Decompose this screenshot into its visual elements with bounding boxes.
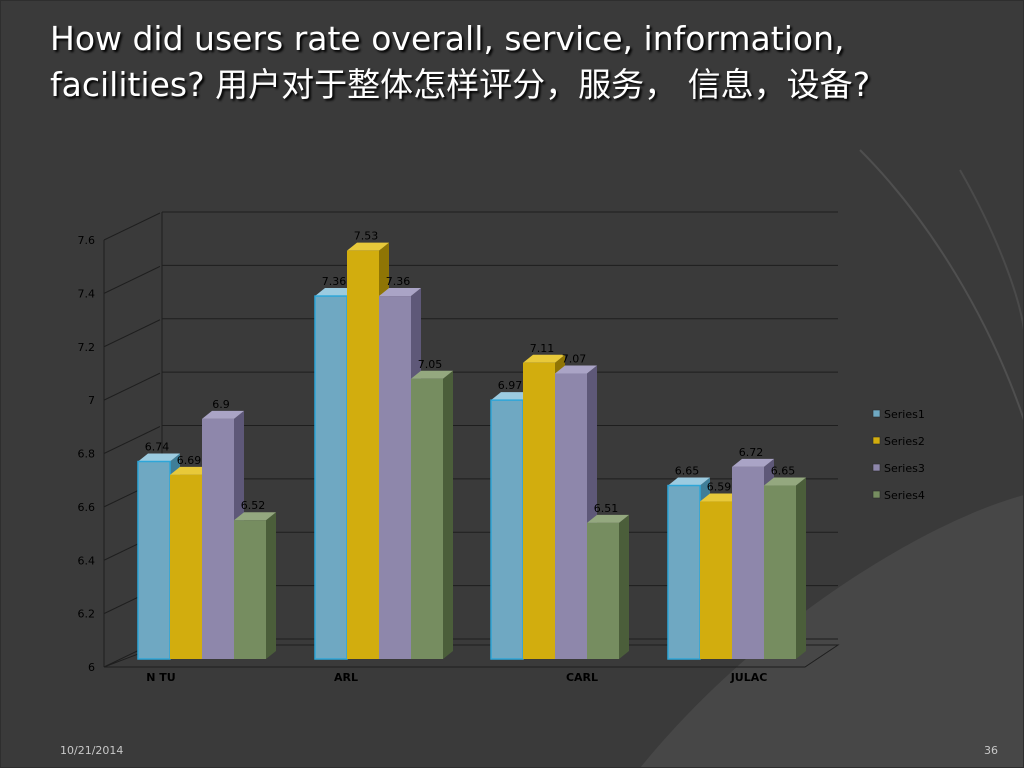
data-label: 6.9 [212,398,230,411]
legend-swatch [872,436,881,445]
bar-top [523,354,565,363]
data-label: 6.74 [145,441,170,454]
data-label: 6.72 [739,446,764,459]
bar [523,362,555,659]
data-label: 6.52 [241,499,266,512]
bar-side [619,514,629,659]
bar [490,399,524,660]
bar [379,296,411,659]
chart-plot-area: 6 6.2 6.4 6.6 6.8 7 7.2 7.4 7.6 6.74 7.36 6.97 6.65 6… [78,211,925,684]
bar [732,466,764,659]
y-tick-label: 6.6 [78,501,96,514]
bar-top [202,410,244,419]
bar-top [732,458,774,467]
y-tick-label: 6 [88,661,95,674]
bar [667,484,701,660]
bar-top [315,288,357,297]
bar-top [170,466,212,475]
data-label: 7.36 [386,275,411,288]
data-label: 7.53 [354,230,379,243]
gridline-side [103,319,161,348]
legend-swatch [872,409,881,418]
bar [314,295,348,660]
slide-date: 10/21/2014 [60,744,124,757]
gridline-side [103,426,161,454]
x-tick-label: CARL [566,671,598,684]
data-label: 7.05 [418,358,443,371]
bar-side [796,477,806,659]
bar [170,474,202,659]
bar-side [443,370,453,659]
gridline-side [103,212,161,241]
bar [411,378,443,659]
bar-top [555,365,597,374]
y-tick-label: 7.2 [78,341,96,354]
bar [202,418,234,659]
bar-side [266,512,276,659]
data-label: 6.65 [675,465,700,478]
data-label: 6.97 [498,379,523,392]
legend-label: Series2 [884,435,925,448]
bar-top [234,512,276,521]
gridline-side [103,372,161,401]
bar-top [411,370,453,379]
legend-swatch [872,463,881,472]
legend-label: Series1 [884,408,925,421]
bar-top [138,453,180,462]
data-label: 7.11 [530,342,555,355]
bar-top [764,477,806,486]
y-tick-label: 7.4 [78,287,96,300]
data-label: 7.07 [562,352,587,365]
bar [764,485,796,659]
bar [234,520,266,659]
data-label: 6.59 [707,481,732,494]
data-label: 6.65 [771,465,796,478]
data-label: 6.51 [594,502,619,515]
bar-top [491,392,533,401]
legend-swatch [872,490,881,499]
x-tick-label: ARL [334,671,358,684]
y-tick-label: 6.2 [78,608,96,621]
y-tick-label: 6.4 [78,554,96,567]
x-tick-label: N TU [146,671,175,684]
legend-label: Series4 [884,489,925,502]
bar [347,250,379,659]
x-tick-label: JULAC [730,671,768,684]
bar-top [700,493,742,502]
data-label: 7.36 [322,275,347,288]
slide-title: How did users rate overall, service, inf… [50,19,871,104]
bar-top [347,242,389,251]
y-tick-label: 6.8 [78,448,96,461]
bar [555,373,587,659]
y-tick-label: 7 [88,394,95,407]
gridline-side [103,265,161,294]
bar [137,460,171,660]
bar-top [379,288,421,297]
legend-label: Series3 [884,462,925,475]
bar [700,501,732,659]
bar-top [668,477,710,486]
slide-page-number: 36 [984,744,998,757]
data-label: 6.69 [177,454,202,467]
y-tick-label: 7.6 [78,234,96,247]
bar [587,522,619,659]
bar-top [587,514,629,523]
